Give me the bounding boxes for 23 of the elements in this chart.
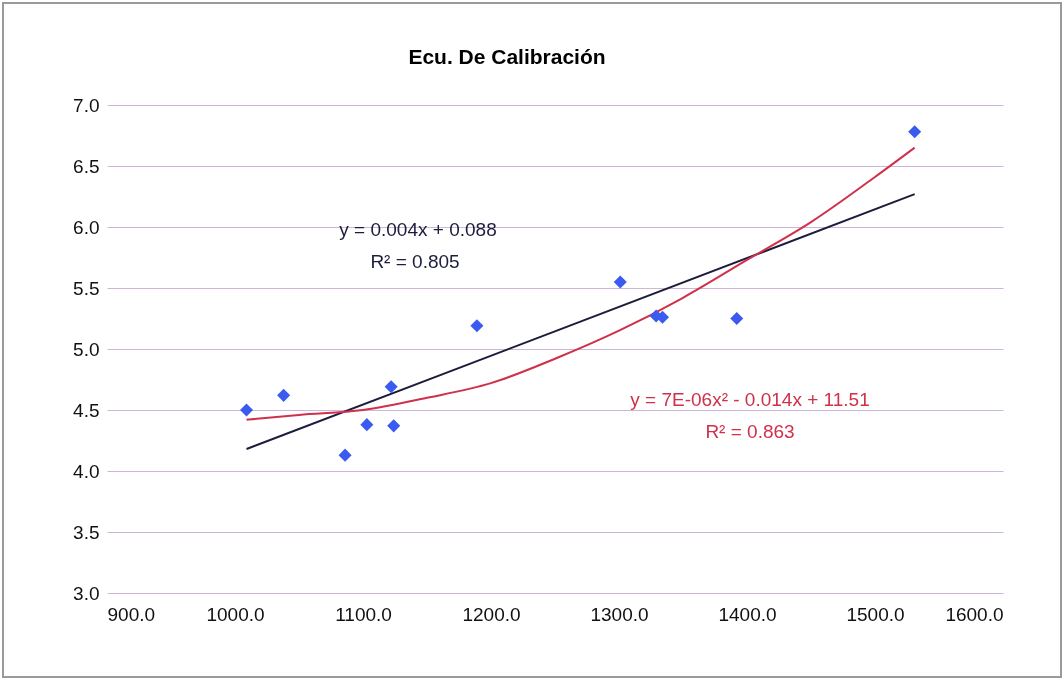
- y-tick-label: 5.5: [73, 277, 100, 299]
- y-tick-label: 4.0: [73, 460, 100, 482]
- x-tick-label: 1200.0: [462, 603, 521, 625]
- x-tick-label: 1100.0: [335, 603, 392, 625]
- y-tick-label: 3.0: [73, 582, 100, 604]
- x-tick-label: 1300.0: [590, 603, 649, 625]
- y-tick-label: 5.0: [73, 338, 100, 360]
- x-tick-label: 1600.0: [945, 603, 1004, 625]
- annotation: y = 0.004x + 0.088: [339, 219, 497, 240]
- y-tick-label: 6.5: [73, 155, 100, 177]
- x-tick-label: 900.0: [107, 603, 156, 625]
- y-tick-label: 4.5: [73, 399, 100, 421]
- y-tick-label: 3.5: [73, 521, 100, 543]
- x-tick-label: 1400.0: [718, 603, 777, 625]
- annotation: R² = 0.863: [705, 421, 795, 442]
- x-tick-label: 1000.0: [206, 603, 265, 625]
- annotation: R² = 0.805: [370, 251, 460, 272]
- y-tick-label: 7.0: [73, 94, 100, 116]
- x-tick-label: 1500.0: [846, 603, 905, 625]
- chart-title: Ecu. De Calibración: [408, 45, 606, 68]
- annotation: y = 7E-06x² - 0.014x + 11.51: [630, 389, 870, 410]
- line-series: [245, 146, 916, 421]
- y-tick-label: 6.0: [73, 216, 100, 238]
